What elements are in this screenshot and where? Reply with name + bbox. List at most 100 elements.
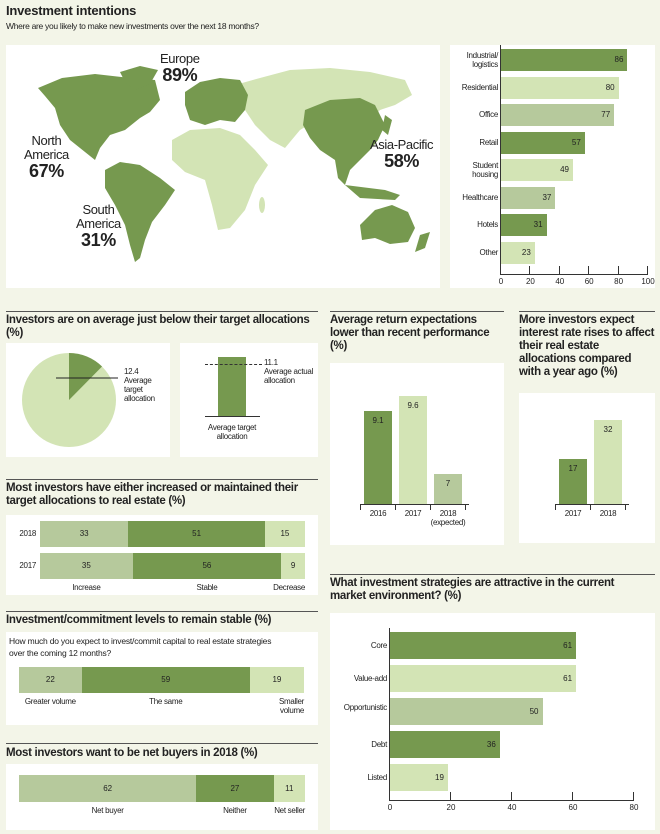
bar-value-label: 31: [533, 220, 543, 229]
map-region-japan: [382, 115, 392, 135]
x-tick-label: 60: [584, 277, 594, 286]
divider: [6, 311, 318, 312]
actual-allocation-line: [205, 364, 262, 365]
section-title-changes: Most investors have either increased or …: [6, 482, 298, 507]
page-title: Investment intentions: [6, 3, 137, 18]
category-label: Student housing: [472, 161, 498, 179]
bar-value-label: 50: [529, 706, 539, 716]
bar-value-label: 80: [605, 82, 615, 92]
series-label: Net seller: [274, 806, 305, 815]
pie-label: 12.4 Average target allocation: [124, 367, 169, 403]
x-tick-label: 60: [568, 803, 578, 812]
map-region-greenland: [120, 66, 158, 90]
stack-segment: [128, 521, 265, 547]
category-label: 2018: [599, 509, 617, 518]
category-label: Other: [479, 247, 498, 257]
stack-segment: [19, 775, 197, 802]
category-label: 2017: [404, 509, 422, 518]
stack-segment: [19, 667, 82, 693]
x-tick: [588, 266, 590, 275]
y-axis-line: [500, 45, 501, 274]
map-region-new-zealand: [415, 232, 430, 252]
map-region-indonesia: [345, 185, 400, 200]
bar-value-label: 77: [601, 110, 611, 119]
bar-value-label: 7: [445, 479, 451, 488]
bar: [501, 159, 574, 181]
x-tick: [511, 792, 512, 801]
x-tick: [529, 266, 531, 275]
section-title-returns: Average return expectations lower than r…: [330, 314, 490, 352]
section-title-allocations: Investors are on average just below thei…: [6, 314, 310, 339]
x-tick-label: 0: [387, 803, 393, 812]
bar-value-label: 61: [563, 640, 573, 650]
segment-value: 35: [81, 561, 91, 570]
map-label-north-america: North America 67%: [24, 134, 69, 181]
bar-value-label: 19: [435, 772, 444, 782]
divider: [519, 311, 655, 312]
category-label: Core: [370, 640, 387, 650]
x-axis-line: [500, 274, 648, 275]
x-tick: [617, 266, 619, 275]
series-label: Increase: [72, 583, 101, 592]
category-label: Debt: [371, 739, 387, 749]
x-tick-label: 0: [498, 277, 504, 286]
bar: [501, 186, 556, 209]
actual-allocation-bar: [218, 357, 246, 416]
divider: [330, 311, 504, 312]
bar: [399, 396, 427, 504]
series-label: Decrease: [273, 583, 305, 592]
interest-panel: [519, 393, 655, 543]
bar-value-label: 37: [542, 192, 552, 202]
category-label: Value-add: [353, 673, 387, 683]
region-name: Asia-Pacific: [370, 137, 434, 152]
category-label: Listed: [367, 772, 387, 782]
x-tick: [555, 504, 556, 510]
segment-value: 9: [290, 561, 296, 570]
segment-value: 51: [192, 529, 202, 538]
x-tick: [500, 266, 501, 275]
target-baseline: [205, 416, 260, 417]
map-region-europe: [185, 78, 248, 125]
section-title-netbuyers: Most investors want to be net buyers in …: [6, 747, 258, 759]
bar-value-label: 61: [563, 673, 573, 683]
section-title-commitment: Investment/commitment levels to remain s…: [6, 614, 272, 626]
x-tick-label: 80: [629, 803, 639, 812]
bar: [559, 459, 587, 504]
bar: [390, 698, 543, 725]
map-region-north-america: [38, 74, 160, 160]
bar: [390, 665, 577, 692]
bar-value-label: 9.1: [372, 416, 384, 425]
page-subtitle: Where are you likely to make new investm…: [6, 21, 259, 31]
bar: [501, 241, 535, 264]
x-tick-label: 80: [614, 277, 624, 286]
world-map: [38, 66, 430, 262]
stack-segment: [40, 521, 129, 547]
bar-value-label: 9.6: [407, 401, 419, 410]
bar-value-label: 36: [486, 739, 496, 749]
pie-panel: 12.4 Average target allocation: [6, 343, 170, 457]
actual-allocation-panel: 11.1 Average actual allocation Average ta…: [180, 343, 318, 457]
divider: [6, 479, 318, 480]
row-label: 2018: [19, 529, 36, 538]
map-region-australia: [360, 205, 415, 244]
x-tick: [389, 792, 390, 801]
category-label: Industrial/ logistics: [466, 51, 499, 69]
x-tick: [450, 792, 451, 801]
bar-value-label: 57: [571, 137, 581, 147]
bar-value-label: 86: [614, 55, 624, 64]
series-label: The same: [149, 697, 183, 706]
x-tick: [647, 266, 648, 275]
map-label-europe: Europe 89%: [160, 52, 200, 85]
section-title-strategies: What investment strategies are attractiv…: [330, 577, 615, 602]
divider: [6, 611, 318, 612]
segment-value: 33: [79, 529, 89, 538]
y-axis-line: [389, 628, 390, 800]
category-label: Retail: [479, 137, 498, 147]
target-pie: [22, 353, 118, 447]
category-label: 2017: [564, 509, 582, 518]
region-value: 89%: [162, 65, 198, 85]
map-region-africa: [172, 128, 268, 230]
stack-segment: [249, 667, 304, 693]
series-label: Greater volume: [24, 697, 76, 706]
x-tick: [590, 504, 591, 510]
